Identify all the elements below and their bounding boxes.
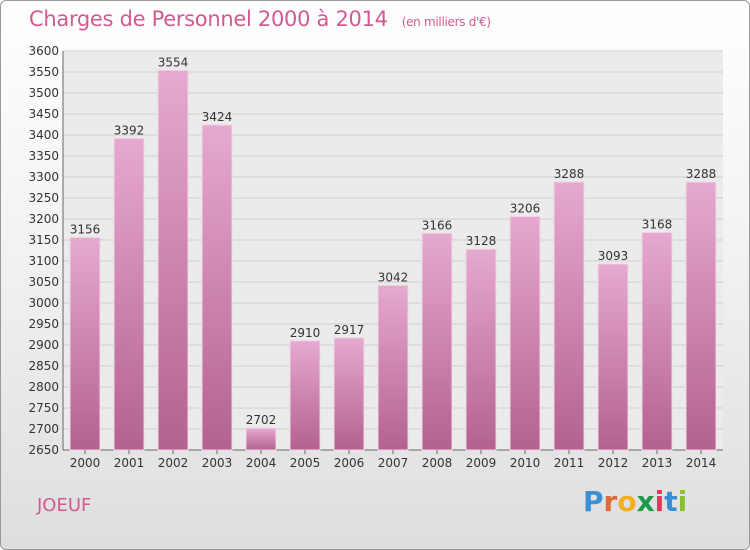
y-tick-label: 3150 (28, 233, 59, 247)
y-tick-label: 2950 (28, 317, 59, 331)
value-label-2003: 3424 (202, 110, 233, 124)
y-tick-label: 3400 (28, 128, 59, 142)
value-label-2004: 2702 (246, 413, 277, 427)
value-label-2008: 3166 (422, 218, 453, 232)
value-label-2012: 3093 (598, 249, 629, 263)
bar-2004 (245, 427, 277, 451)
x-tick-label-2000: 2000 (70, 456, 101, 470)
x-axis: 2000 2001 2002 2003 2004 2005 2006 2007 2008 2009… (70, 450, 717, 470)
y-tick-label: 3500 (28, 86, 59, 100)
bar-2007 (377, 284, 409, 451)
y-tick-label: 3000 (28, 296, 59, 310)
logo-letter: i (677, 485, 688, 518)
bar-2011 (553, 181, 585, 451)
commune-name: JOEUF (37, 495, 92, 516)
bar-2009 (465, 248, 497, 451)
y-tick-label: 2800 (28, 380, 59, 394)
y-tick-label: 3550 (28, 65, 59, 79)
value-label-2006: 2917 (334, 323, 365, 337)
bar-2014 (685, 181, 717, 451)
value-label-2001: 3392 (114, 123, 145, 137)
value-label-2000: 3156 (70, 222, 101, 236)
value-label-2013: 3168 (642, 217, 673, 231)
y-tick-label: 2750 (28, 401, 59, 415)
x-tick-label-2013: 2013 (642, 456, 673, 470)
x-tick-label-2008: 2008 (422, 456, 453, 470)
bar-2001 (113, 137, 145, 451)
value-label-2009: 3128 (466, 234, 497, 248)
value-label-2007: 3042 (378, 270, 409, 284)
x-tick-label-2005: 2005 (290, 456, 321, 470)
x-tick-label-2010: 2010 (510, 456, 541, 470)
x-tick-label-2007: 2007 (378, 456, 409, 470)
chart-title: Charges de Personnel 2000 à 2014 (en mill… (29, 7, 491, 31)
y-tick-label: 3350 (28, 149, 59, 163)
y-tick-label: 2700 (28, 422, 59, 436)
chart-title-text: Charges de Personnel 2000 à 2014 (29, 7, 388, 31)
logo-letter: o (617, 485, 637, 518)
logo-letter: P (583, 485, 604, 518)
x-tick-label-2006: 2006 (334, 456, 365, 470)
y-tick-label: 3250 (28, 191, 59, 205)
value-label-2010: 3206 (510, 201, 541, 215)
y-tick-label: 3200 (28, 212, 59, 226)
bar-2006 (333, 337, 365, 451)
logo-letter: i (654, 485, 665, 518)
logo-letter: x (636, 485, 655, 518)
value-label-2005: 2910 (290, 326, 321, 340)
logo-letter: r (603, 485, 618, 518)
bar-2008 (421, 232, 453, 451)
x-tick-label-2009: 2009 (466, 456, 497, 470)
x-tick-label-2014: 2014 (686, 456, 717, 470)
x-tick-label-2002: 2002 (158, 456, 189, 470)
y-tick-label: 3450 (28, 107, 59, 121)
value-label-2002: 3554 (158, 55, 189, 69)
bar-2000 (69, 236, 101, 451)
bar-2003 (201, 124, 233, 451)
y-tick-label: 2850 (28, 359, 59, 373)
bar-2005 (289, 340, 321, 451)
x-tick-label-2003: 2003 (202, 456, 233, 470)
x-tick-label-2004: 2004 (246, 456, 277, 470)
y-tick-label: 3300 (28, 170, 59, 184)
x-tick-label-2011: 2011 (554, 456, 585, 470)
chart-subtitle: (en milliers d'€) (401, 15, 491, 29)
bar-2002 (157, 69, 189, 451)
bar-2010 (509, 215, 541, 451)
value-label-2014: 3288 (686, 167, 717, 181)
bars: 3156 3392 3554 3424 2702 2910 2917 3042 3166 3128… (69, 55, 717, 451)
logo-letter: t (664, 485, 678, 518)
y-tick-label: 3600 (28, 44, 59, 58)
y-axis: 2650 2700 2750 2800 2850 2900 2950 3000 3050 3100… (28, 44, 59, 457)
bar-2012 (597, 263, 629, 451)
y-tick-label: 2900 (28, 338, 59, 352)
proxiti-logo: Proxiti (583, 485, 687, 518)
y-tick-label: 2650 (28, 443, 59, 457)
value-label-2011: 3288 (554, 167, 585, 181)
y-tick-label: 3100 (28, 254, 59, 268)
bar-2013 (641, 231, 673, 451)
y-tick-label: 3050 (28, 275, 59, 289)
x-tick-label-2012: 2012 (598, 456, 629, 470)
x-tick-label-2001: 2001 (114, 456, 145, 470)
